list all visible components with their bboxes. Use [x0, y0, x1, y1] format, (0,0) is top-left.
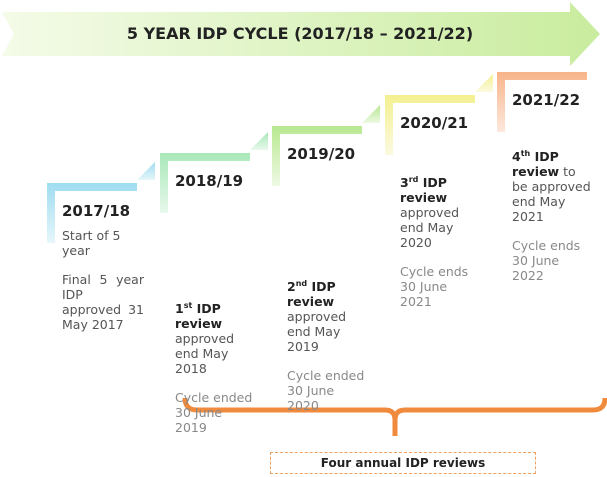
step-year: 2021/22 — [512, 91, 581, 109]
step-bracket — [272, 126, 362, 186]
ordinal-number: 1 — [175, 301, 184, 317]
step-body: 1st IDP review approved end May 2018 Cycl… — [175, 298, 257, 435]
step-bracket — [497, 72, 587, 132]
ordinal-number: 2 — [287, 279, 296, 295]
ordinal-suffix: nd — [295, 279, 308, 288]
step-note: Cycle ends 30 June 2022 — [512, 238, 581, 284]
step-triangle — [362, 105, 380, 123]
step-text: 3rd IDP review approved end May 2020 — [400, 172, 482, 250]
step-year: 2020/21 — [400, 114, 469, 132]
step-triangle — [475, 74, 493, 92]
step-text: 1st IDP review approved end May 2018 — [175, 298, 257, 376]
review-label: IDP review — [512, 149, 560, 180]
ordinal-suffix: rd — [408, 175, 419, 184]
step-detail: to be approved end May 2021 — [512, 164, 591, 225]
step-bracket — [160, 153, 250, 213]
step-note: Final 5 year IDP approved 31 May 2017 — [62, 272, 144, 332]
step-body: 4th IDP review to be approved end May 20… — [512, 146, 594, 283]
ordinal-suffix: st — [183, 301, 193, 310]
ordinal-number: 3 — [400, 175, 409, 191]
step-triangle — [137, 162, 155, 180]
steps — [47, 72, 587, 243]
step-detail: Start of 5 year — [62, 228, 121, 258]
step-detail: approved end May 2018 — [175, 331, 235, 377]
step-body: 2nd IDP review approved end May 2019 Cycl… — [287, 276, 369, 413]
step-review: 4th IDP review — [512, 149, 559, 179]
step-text: Start of 5 year — [62, 228, 144, 258]
step-triangle — [250, 132, 268, 150]
title-arrow — [2, 2, 600, 66]
step-bracket — [385, 95, 475, 155]
step-review: 2nd IDP review — [287, 279, 336, 309]
step-body: Start of 5 year Final 5 year IDP approved… — [62, 228, 144, 332]
ordinal-number: 4 — [512, 149, 521, 165]
step-note: Cycle ended 30 June 2019 — [175, 390, 253, 436]
step-year: 2018/19 — [175, 172, 244, 190]
review-label: IDP review — [400, 175, 448, 206]
step-detail: approved end May 2019 — [287, 309, 347, 355]
step-note: Cycle ends 30 June 2021 — [400, 264, 469, 310]
step-text: 4th IDP review to be approved end May 20… — [512, 146, 594, 224]
step-bracket — [47, 183, 137, 243]
bracket-label: Four annual IDP reviews — [270, 452, 536, 474]
ordinal-suffix: th — [520, 149, 531, 158]
step-year: 2019/20 — [287, 145, 356, 163]
step-body: 3rd IDP review approved end May 2020 Cycl… — [400, 172, 482, 309]
step-review: 1st IDP review — [175, 301, 222, 331]
step-detail: approved end May 2020 — [400, 205, 460, 251]
review-label: IDP review — [287, 279, 336, 310]
title: 5 YEAR IDP CYCLE (2017/18 – 2021/22) — [126, 24, 474, 43]
step-year: 2017/18 — [62, 202, 131, 220]
step-note: Cycle ended 30 June 2020 — [287, 368, 365, 414]
step-text: 2nd IDP review approved end May 2019 — [287, 276, 369, 354]
step-review: 3rd IDP review — [400, 175, 447, 205]
review-label: IDP review — [175, 301, 223, 332]
